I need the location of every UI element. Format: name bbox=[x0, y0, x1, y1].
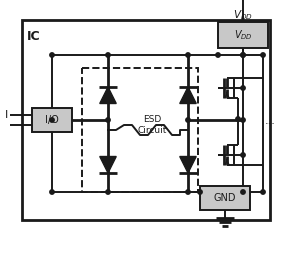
Bar bbox=[22, 20, 270, 220]
Circle shape bbox=[50, 118, 54, 122]
Text: ...: ... bbox=[265, 116, 276, 126]
Circle shape bbox=[50, 190, 54, 194]
Circle shape bbox=[241, 86, 245, 90]
Circle shape bbox=[241, 53, 245, 57]
Circle shape bbox=[106, 118, 110, 122]
Text: $V_{DD}$: $V_{DD}$ bbox=[234, 28, 252, 42]
Circle shape bbox=[50, 53, 54, 57]
Bar bbox=[82, 68, 198, 192]
Circle shape bbox=[241, 53, 245, 57]
Circle shape bbox=[261, 53, 265, 57]
Text: I/O: I/O bbox=[45, 115, 59, 125]
Polygon shape bbox=[180, 87, 196, 103]
Bar bbox=[218, 22, 268, 48]
Polygon shape bbox=[100, 156, 116, 173]
Circle shape bbox=[261, 190, 265, 194]
Circle shape bbox=[186, 53, 190, 57]
Circle shape bbox=[241, 190, 245, 194]
Circle shape bbox=[216, 53, 220, 57]
Text: GND: GND bbox=[214, 193, 236, 203]
Bar bbox=[32, 108, 72, 132]
Circle shape bbox=[186, 118, 190, 122]
Circle shape bbox=[236, 117, 240, 121]
Text: I: I bbox=[5, 110, 9, 120]
Bar bbox=[200, 186, 250, 210]
Circle shape bbox=[106, 53, 110, 57]
Polygon shape bbox=[100, 87, 116, 103]
Circle shape bbox=[106, 190, 110, 194]
Text: IC: IC bbox=[27, 30, 40, 43]
Circle shape bbox=[241, 153, 245, 157]
Circle shape bbox=[241, 118, 245, 122]
Text: $V_{DD}$: $V_{DD}$ bbox=[233, 8, 253, 22]
Polygon shape bbox=[180, 156, 196, 173]
Circle shape bbox=[186, 190, 190, 194]
Text: ESD
Circuit: ESD Circuit bbox=[137, 115, 167, 135]
Circle shape bbox=[198, 190, 202, 194]
